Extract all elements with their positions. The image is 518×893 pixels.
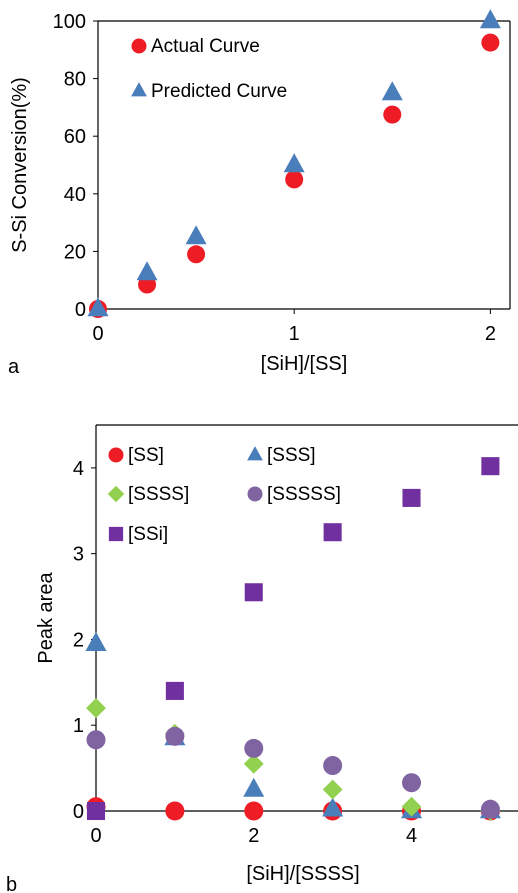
data-point — [479, 9, 501, 29]
series-ssss — [86, 698, 501, 821]
y-tick-label: 100 — [53, 11, 86, 33]
legend-circle-marker — [247, 486, 263, 502]
data-point — [481, 33, 500, 52]
legend-triangle-marker — [247, 446, 263, 461]
data-point — [323, 756, 343, 776]
series-ssi — [86, 457, 500, 821]
legend-label: [SSS] — [267, 445, 316, 466]
legend-item: [SSSS] — [107, 484, 189, 505]
data-point — [86, 698, 106, 718]
y-tick-label: 0 — [73, 801, 84, 823]
legend-square-marker — [108, 526, 124, 542]
x-tick-label: 2 — [485, 323, 496, 345]
data-point — [185, 225, 207, 245]
panel-label: b — [6, 874, 17, 893]
legend-item: Actual Curve — [131, 36, 260, 57]
data-point — [86, 730, 106, 750]
x-axis-title: [SiH]/[SS] — [261, 353, 348, 375]
series-actualcurve — [89, 33, 500, 318]
data-point — [165, 726, 185, 746]
data-point — [323, 523, 342, 542]
data-point — [85, 631, 107, 651]
legend-item: [SSS] — [247, 445, 316, 466]
data-point — [383, 105, 402, 124]
series-sss — [85, 631, 501, 819]
legend-diamond-marker — [107, 485, 125, 503]
legend-label: [SSSSS] — [267, 484, 341, 505]
legend-circle-marker — [131, 38, 147, 54]
data-point — [165, 681, 184, 700]
series-ss — [86, 797, 500, 821]
legend-label: Actual Curve — [151, 36, 260, 57]
chart-panel-a: 0 20 40 60 80 100 0 1 2 [SiH]/[SS] S-Si Conversion… — [8, 9, 511, 378]
y-tick-label: 1 — [73, 715, 84, 737]
data-point — [244, 583, 263, 602]
data-point — [322, 797, 344, 817]
legend-label: [SSi] — [128, 524, 168, 545]
legend-label: [SSSS] — [128, 484, 189, 505]
data-point — [243, 777, 265, 797]
y-tick-label: 20 — [64, 241, 86, 263]
y-tick-label: 80 — [64, 69, 86, 91]
x-tick-label: 1 — [289, 323, 300, 345]
data-point — [381, 81, 403, 101]
data-point — [401, 796, 422, 817]
series-sssss — [86, 726, 500, 819]
y-tick-label: 2 — [73, 629, 84, 651]
legend-label: [SS] — [128, 445, 164, 466]
panel-label: a — [8, 356, 20, 378]
data-point — [87, 297, 109, 317]
legend-item: [SS] — [108, 445, 164, 466]
data-point — [402, 773, 422, 793]
legend-label: Predicted Curve — [151, 81, 287, 102]
data-point — [322, 779, 343, 800]
y-tick-label: 40 — [64, 184, 86, 206]
y-axis-title: S-Si Conversion(%) — [9, 77, 31, 253]
data-point — [244, 738, 264, 758]
y-axis-title: Peak area — [35, 572, 57, 664]
data-point — [402, 488, 421, 507]
y-tick-label: 4 — [73, 458, 84, 480]
x-axis-title: [SiH]/[SSSS] — [246, 863, 359, 885]
x-tick-label: 4 — [406, 825, 417, 847]
data-point — [243, 753, 264, 774]
series-predictedcurve — [87, 9, 501, 317]
legend-item: [SSSSS] — [247, 484, 341, 505]
data-point — [165, 801, 185, 821]
data-point — [187, 245, 206, 264]
data-point — [480, 799, 500, 819]
data-point — [244, 801, 264, 821]
x-tick-label: 0 — [92, 323, 103, 345]
chart-panel-b: 0 1 2 3 4 0 2 4 [SiH]/[SSSS] Peak area b [SS] [SSS] [… — [6, 424, 518, 893]
data-point — [283, 153, 305, 173]
x-tick-label: 0 — [90, 825, 101, 847]
legend-item: Predicted Curve — [131, 81, 287, 102]
y-tick-label: 60 — [64, 126, 86, 148]
legend-triangle-marker — [131, 82, 147, 97]
data-point — [481, 457, 500, 476]
data-point — [136, 261, 158, 281]
legend-circle-marker — [108, 447, 124, 463]
x-tick-label: 2 — [248, 825, 259, 847]
legend-item: [SSi] — [108, 524, 168, 545]
data-point — [86, 801, 106, 821]
data-point — [285, 170, 304, 189]
y-tick-label: 3 — [73, 544, 84, 566]
y-tick-label: 0 — [75, 299, 86, 321]
